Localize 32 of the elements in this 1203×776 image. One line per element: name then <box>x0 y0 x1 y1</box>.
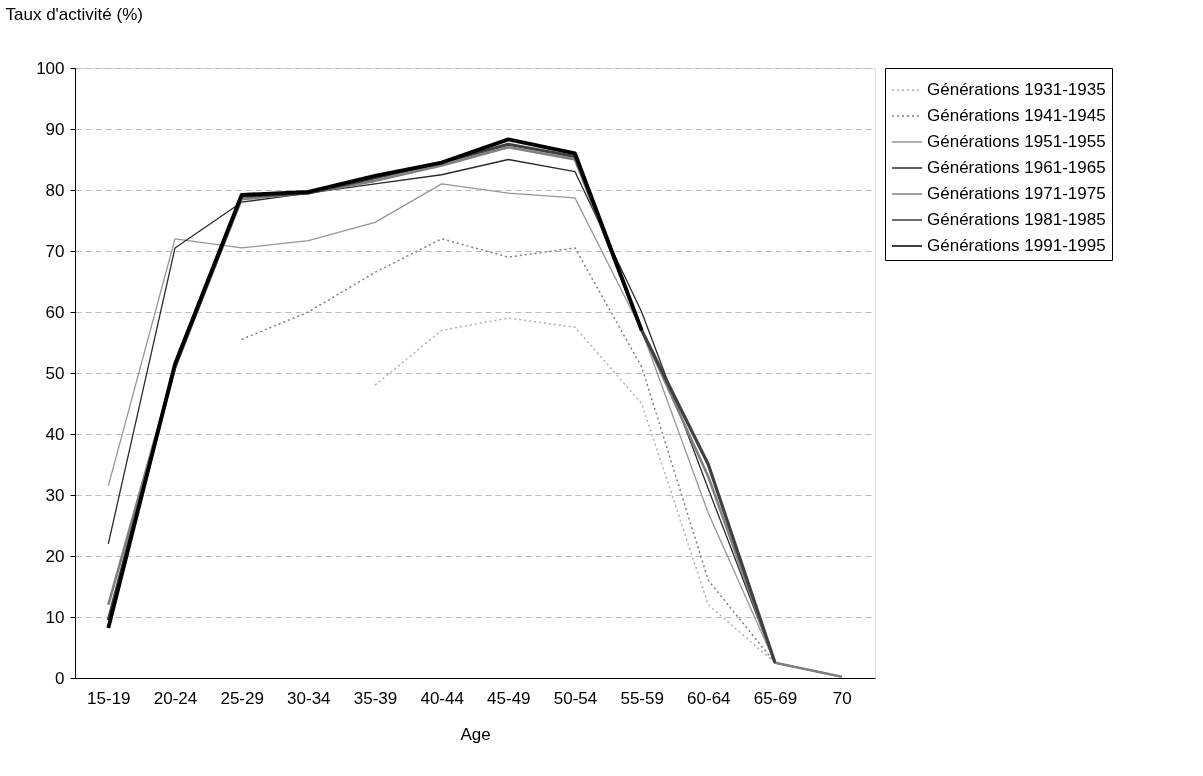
y-tick-label: 100 <box>36 58 65 78</box>
x-tick-label: 45-49 <box>487 688 531 708</box>
legend-label: Générations 1981-1985 <box>927 210 1106 229</box>
y-tick-label: 30 <box>45 485 65 505</box>
y-tick-label: 10 <box>45 607 65 627</box>
x-tick-label: 70 <box>832 688 852 708</box>
y-tick-label: 40 <box>45 424 65 444</box>
legend-label: Générations 1961-1965 <box>927 158 1106 177</box>
legend-label: Générations 1931-1935 <box>927 80 1106 99</box>
x-tick-label: 55-59 <box>620 688 664 708</box>
x-tick-label: 60-64 <box>687 688 731 708</box>
x-tick-label: 65-69 <box>753 688 798 708</box>
x-tick-label: 30-34 <box>287 688 331 708</box>
x-tick-label: 20-24 <box>153 688 198 708</box>
legend-label: Générations 1951-1955 <box>927 132 1106 151</box>
y-tick-label: 70 <box>45 241 65 261</box>
x-axis-title: Age <box>460 724 491 744</box>
y-tick-label: 20 <box>45 546 65 566</box>
x-tick-label: 25-29 <box>220 688 264 708</box>
x-tick-label: 15-19 <box>87 688 131 708</box>
y-tick-label: 60 <box>45 302 65 322</box>
legend-label: Générations 1941-1945 <box>927 106 1106 125</box>
y-tick-label: 90 <box>45 119 65 139</box>
legend-label: Générations 1991-1995 <box>927 236 1106 255</box>
y-tick-label: 0 <box>55 668 65 688</box>
x-tick-label: 35-39 <box>353 688 398 708</box>
x-tick-label: 40-44 <box>420 688 464 708</box>
y-tick-label: 50 <box>45 363 65 383</box>
y-tick-label: 80 <box>45 180 65 200</box>
legend-label: Générations 1971-1975 <box>927 184 1106 203</box>
x-tick-label: 50-54 <box>553 688 598 708</box>
y-axis-title: Taux d'activité (%) <box>5 4 143 24</box>
